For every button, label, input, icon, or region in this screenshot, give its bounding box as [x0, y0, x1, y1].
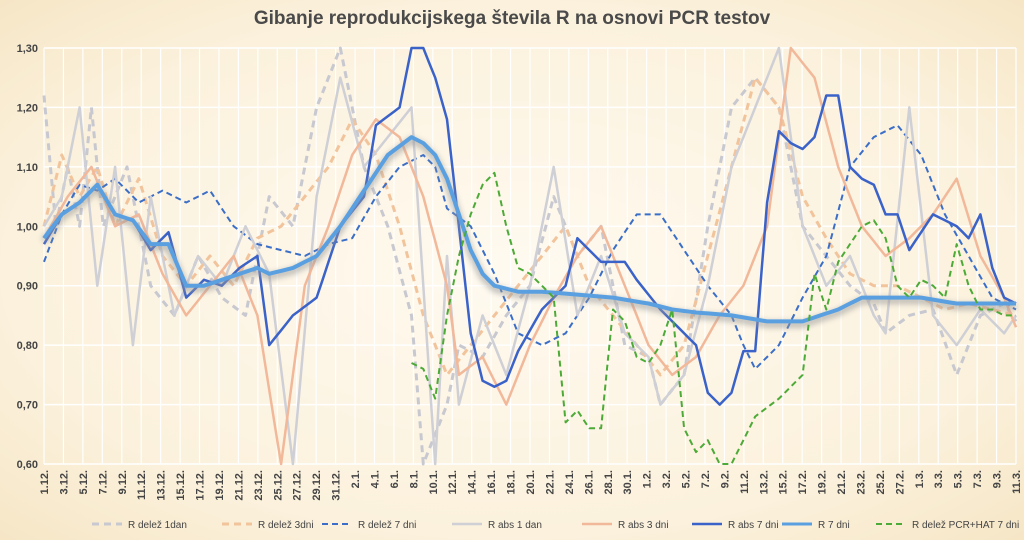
x-tick-label: 27.12. — [292, 470, 304, 501]
x-tick-label: 15.2. — [778, 470, 790, 494]
x-tick-label: 5.2. — [681, 470, 693, 488]
x-tick-label: 1.2. — [642, 470, 654, 488]
legend-label: R delež 7 dni — [358, 520, 416, 531]
x-tick-label: 5.3. — [953, 470, 965, 488]
x-tick-label: 12.1. — [447, 470, 459, 494]
series-line-1 — [42, 76, 1017, 377]
x-tick-label: 25.2. — [875, 470, 887, 494]
x-tick-label: 19.2. — [817, 470, 829, 494]
x-tick-label: 6.1. — [389, 470, 401, 488]
legend-label: R delež PCR+HAT 7 dni — [912, 520, 1019, 531]
x-tick-label: 13.2. — [758, 470, 770, 494]
y-tick-label: 1,30 — [17, 43, 38, 55]
x-tick-label: 3.12. — [58, 470, 70, 494]
x-tick-label: 27.2. — [894, 470, 906, 494]
series-line-5 — [42, 46, 1017, 406]
x-tick-label: 1.12. — [39, 470, 51, 494]
x-tick-label: 18.1. — [506, 470, 518, 494]
x-tick-label: 26.1. — [583, 470, 595, 494]
x-tick-label: 29.12. — [311, 470, 323, 501]
series-line-2 — [43, 124, 1017, 370]
x-tick-label: 9.3. — [992, 470, 1004, 488]
x-tick-label: 17.2. — [797, 470, 809, 494]
x-tick-label: 20.1. — [525, 470, 537, 494]
x-tick-label: 11.2. — [739, 470, 751, 494]
x-tick-label: 23.2. — [855, 470, 867, 494]
series-line-3 — [42, 46, 1018, 466]
x-tick-label: 11.3. — [1011, 470, 1023, 494]
legend-label: R abs 1 dan — [488, 520, 542, 531]
x-tick-label: 21.2. — [836, 470, 848, 494]
x-tick-label: 24.1. — [564, 470, 576, 494]
x-tick-label: 19.12. — [214, 470, 226, 501]
x-tick-label: 4.1. — [369, 470, 381, 488]
y-tick-label: 0,60 — [17, 459, 38, 471]
x-tick-label: 14.1. — [467, 470, 479, 494]
series-shadow — [41, 135, 1016, 328]
x-tick-label: 21.12. — [233, 470, 245, 501]
legend-label: R delež 1dan — [128, 520, 187, 531]
x-tick-label: 5.12. — [78, 470, 90, 494]
x-tick-label: 2.1. — [350, 470, 362, 488]
series-line-7 — [411, 171, 1016, 465]
x-tick-label: 13.12. — [156, 470, 168, 501]
x-tick-label: 7.3. — [972, 470, 984, 488]
x-tick-label: 9.2. — [719, 470, 731, 488]
x-tick-label: 10.1. — [428, 470, 440, 494]
legend-label: R delež 3dni — [258, 520, 314, 531]
y-tick-label: 0,70 — [17, 400, 38, 412]
x-tick-label: 7.12. — [97, 470, 109, 494]
x-tick-label: 3.2. — [661, 470, 673, 488]
x-tick-label: 1.3. — [914, 470, 926, 488]
legend-label: R abs 7 dni — [728, 520, 779, 531]
x-tick-label: 25.12. — [272, 470, 284, 501]
x-tick-label: 23.12. — [253, 470, 265, 501]
y-tick-label: 1,00 — [17, 221, 38, 233]
x-tick-label: 31.12. — [331, 470, 343, 501]
x-tick-label: 30.1. — [622, 470, 634, 494]
x-tick-label: 16.1. — [486, 470, 498, 494]
x-tick-label: 22.1. — [544, 470, 556, 494]
y-tick-label: 1,20 — [17, 102, 38, 114]
legend-label: R 7 dni — [818, 520, 850, 531]
x-tick-label: 17.12. — [195, 470, 207, 501]
x-tick-label: 15.12. — [175, 470, 187, 501]
legend-label: R abs 3 dni — [618, 520, 669, 531]
x-tick-label: 8.1. — [408, 470, 420, 488]
chart-title: Gibanje reprodukcijskega števila R na os… — [253, 8, 771, 29]
y-tick-label: 1,10 — [17, 162, 38, 174]
x-tick-label: 3.3. — [933, 470, 945, 488]
x-tick-label: 7.2. — [700, 470, 712, 488]
y-tick-label: 0,90 — [17, 281, 38, 293]
series-line-6 — [42, 135, 1016, 324]
y-tick-label: 0,80 — [17, 340, 38, 352]
x-tick-label: 11.12. — [136, 470, 148, 500]
x-tick-label: 9.12. — [117, 470, 129, 494]
x-tick-label: 28.1. — [603, 470, 615, 494]
